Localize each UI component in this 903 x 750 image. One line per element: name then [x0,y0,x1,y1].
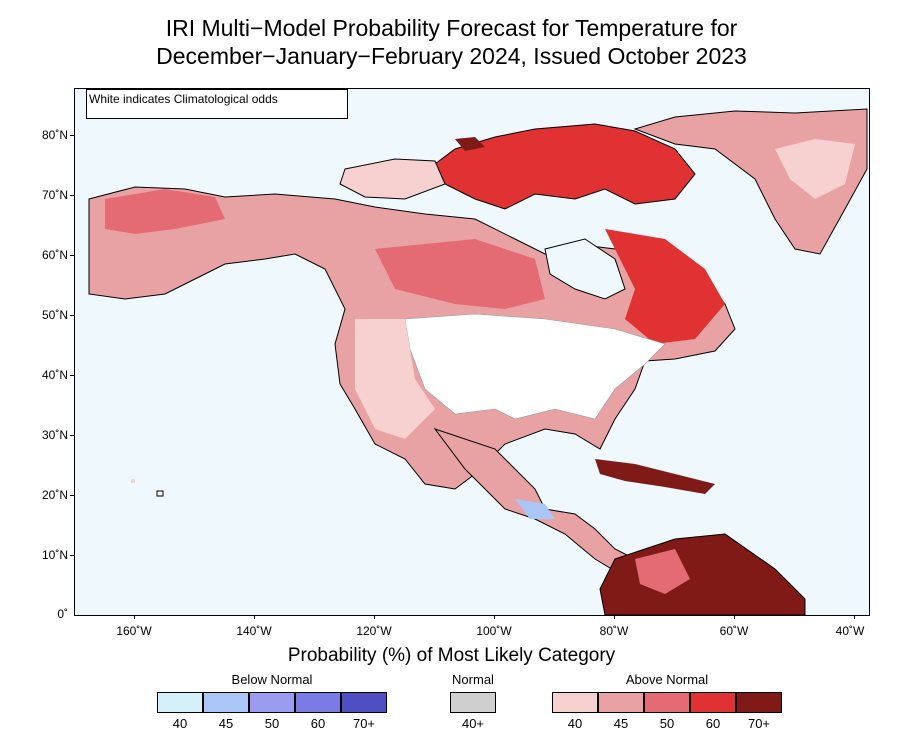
lon-tick [854,615,855,619]
lat-label-20n: 20˚N [41,488,68,502]
lon-tick [614,615,615,619]
legend-below-swatch [341,692,387,713]
legend-above-swatch [736,692,782,713]
lat-label-10n: 10˚N [41,548,68,562]
lon-label-100w: 100˚W [476,624,512,638]
lon-tick [134,615,135,619]
lon-label-140w: 140˚W [236,624,272,638]
south-america-region [599,533,806,615]
arctic-islands-region [434,123,696,210]
legend-above-value: 40 [567,716,583,731]
lat-tick [70,375,74,376]
legend-above-value: 60 [705,716,721,731]
title-line-2: December−January−February 2024, Issued O… [156,43,747,69]
legend-above-swatch [552,692,598,713]
lat-tick [70,255,74,256]
lon-label-160w: 160˚W [116,624,152,638]
lat-tick [70,315,74,316]
lat-label-60n: 60˚N [41,248,68,262]
lon-tick [734,615,735,619]
lat-tick [70,435,74,436]
andes-region [635,549,690,594]
below-normal-patch [515,499,555,519]
legend-above-swatch [690,692,736,713]
map-title: IRI Multi−Model Probability Forecast for… [0,14,903,70]
alaska-region [105,189,225,234]
contiguous-us-region [404,313,666,420]
map-canvas [75,89,869,615]
climatology-note: White indicates Climatological odds [86,89,348,119]
eastern-canada-region [605,229,725,344]
lon-tick [494,615,495,619]
arctic-hotspot-region [455,137,485,151]
caribbean-islands-region [595,459,715,494]
legend-above-swatch [644,692,690,713]
hawaii-island [131,479,135,483]
lat-tick [70,135,74,136]
hudson-bay-region [544,238,626,300]
legend-below-value: 70+ [352,716,376,731]
lon-label-60w: 60˚W [719,624,749,638]
lat-label-70n: 70˚N [41,188,68,202]
legend-above-swatch [598,692,644,713]
us-west-coast-region [355,319,435,439]
western-arctic-region [339,158,446,200]
lat-tick [70,555,74,556]
legend-normal-title: Normal [452,672,494,687]
legend-above-value: 50 [659,716,675,731]
greenland-interior-region [775,139,855,199]
lat-tick [70,495,74,496]
title-line-1: IRI Multi−Model Probability Forecast for… [165,15,738,41]
legend-above-value: 45 [613,716,629,731]
hawaii-big-island [156,490,164,497]
lon-tick [254,615,255,619]
lon-label-80w: 80˚W [599,624,629,638]
lon-label-40w: 40˚W [835,624,865,638]
central-canada-region [375,239,545,309]
lon-tick [374,615,375,619]
lat-tick [70,195,74,196]
legend-below-swatch [157,692,203,713]
forecast-map [74,88,870,616]
legend-below-value: 45 [218,716,234,731]
legend-normal-swatch [450,692,496,713]
legend-below-swatch [203,692,249,713]
lat-label-40n: 40˚N [41,368,68,382]
lat-label-0: 0˚ [57,607,68,621]
legend-above-normal-title: Above Normal [625,672,709,687]
lon-label-120w: 120˚W [356,624,392,638]
lat-label-50n: 50˚N [41,308,68,322]
legend-below-value: 40 [172,716,188,731]
legend-below-normal-title: Below Normal [231,672,313,687]
legend-below-swatch [249,692,295,713]
legend-title: Probability (%) of Most Likely Category [287,645,616,666]
lat-label-30n: 30˚N [41,428,68,442]
legend-below-value: 50 [264,716,280,731]
legend-below-value: 60 [310,716,326,731]
legend-below-swatch [295,692,341,713]
legend-normal-value: 40+ [461,716,485,731]
legend-above-value: 70+ [747,716,771,731]
lat-label-80n: 80˚N [41,128,68,142]
